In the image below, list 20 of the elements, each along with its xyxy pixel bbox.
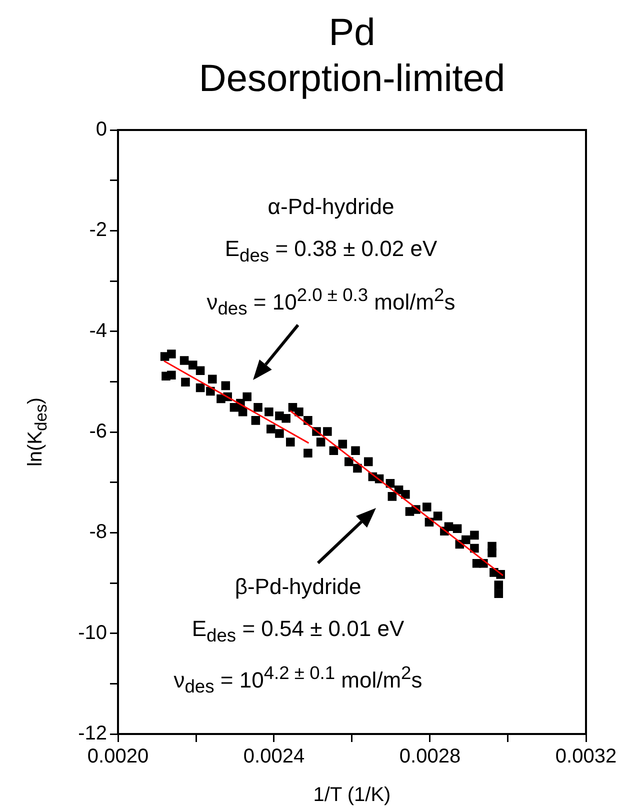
y-tick-label: -8 <box>89 521 107 544</box>
annotation: ν$_{des}$ = 10$^{4.2 ± 0.1}$ mol/m$^{2}$s <box>174 662 422 698</box>
annotation: ν$_{des}$ = 10$^{2.0 ± 0.3}$ mol/m$^{2}$s <box>206 284 456 320</box>
x-axis-title: 1/T (1/K) <box>313 784 391 807</box>
chart-subtitle: Desorption-limited <box>198 58 506 101</box>
chart-title: Pd <box>328 12 376 55</box>
x-tick-label: 0.0032 <box>555 746 617 768</box>
annotation: E$_{des}$ = 0.38 ± 0.02 eV <box>224 236 438 266</box>
y-tick-label: -12 <box>78 722 107 745</box>
annotation: E$_{des}$ = 0.54 ± 0.01 eV <box>192 616 404 646</box>
y-tick-label: -6 <box>89 420 107 443</box>
y-tick-label: -2 <box>89 219 107 242</box>
annotation: β-Pd-hydride <box>234 574 362 600</box>
y-tick-label: 0 <box>96 118 107 141</box>
y-tick-label: -4 <box>89 320 107 342</box>
x-tick-label: 0.0020 <box>87 746 149 768</box>
x-tick-label: 0.0024 <box>243 746 305 768</box>
x-tick-label: 0.0028 <box>399 746 461 768</box>
annotation: α-Pd-hydride <box>268 194 394 220</box>
y-tick-label: -10 <box>78 622 107 644</box>
